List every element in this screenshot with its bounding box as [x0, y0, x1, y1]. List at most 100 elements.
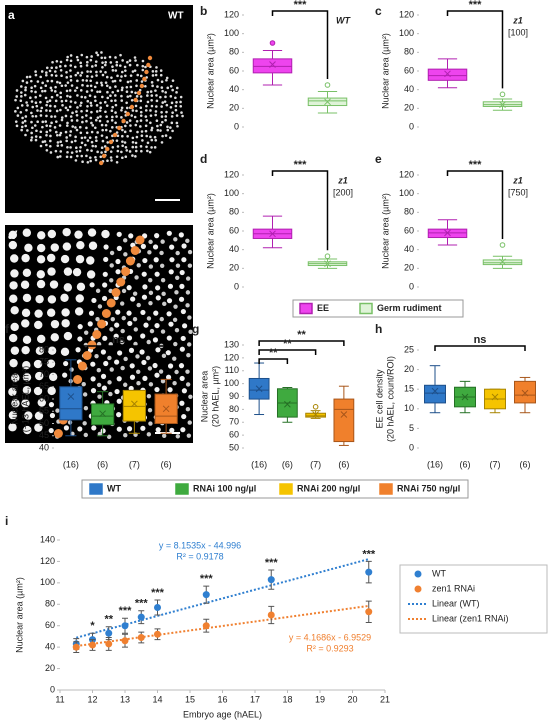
box — [333, 398, 355, 443]
nucleus-dot — [160, 239, 165, 244]
nucleus-dot — [111, 105, 114, 109]
nucleus-dot — [91, 297, 97, 304]
nucleus-dot — [20, 280, 30, 289]
nucleus-dot — [156, 85, 159, 88]
nucleus-dot — [162, 301, 167, 307]
nucleus-dot — [50, 66, 54, 70]
nucleus-dot — [164, 115, 168, 118]
nucleus-dot — [69, 69, 72, 72]
x-tick-label: 11 — [55, 694, 64, 704]
mean-marker — [269, 61, 276, 68]
nucleus-dot — [37, 334, 46, 344]
nucleus-dot — [22, 228, 32, 237]
nucleus-dot — [160, 115, 164, 118]
nucleus-dot — [37, 398, 46, 407]
y-axis-label: EE cell density — [374, 369, 384, 429]
y-tick-label: 100 — [40, 577, 55, 587]
nucleus-dot — [22, 385, 32, 395]
nucleus-dot — [146, 94, 149, 97]
nucleus-dot — [129, 374, 136, 380]
legend-box — [292, 299, 464, 318]
nucleus-dot — [109, 156, 113, 159]
nucleus-dot — [136, 130, 139, 134]
nucleus-dot — [56, 155, 60, 159]
nucleus-dot — [106, 141, 110, 144]
nucleus-dot — [25, 75, 29, 79]
nucleus-dot — [136, 302, 141, 308]
nucleus-dot — [89, 58, 93, 62]
nucleus-dot — [131, 145, 135, 149]
mean-marker — [491, 393, 499, 401]
nucleus-dot — [19, 110, 23, 114]
orange-dot — [121, 118, 126, 124]
nucleus-dot — [121, 144, 124, 148]
nucleus-dot — [175, 275, 180, 280]
nucleus-dot — [109, 263, 114, 268]
nucleus-dot — [166, 311, 172, 317]
nucleus-dot — [124, 74, 127, 78]
nucleus-dot — [123, 65, 127, 69]
nucleus-dot — [101, 139, 105, 143]
nucleus-dot — [115, 60, 119, 64]
nucleus-dot — [121, 70, 124, 74]
nucleus-dot — [85, 119, 88, 123]
nucleus-dot — [88, 136, 92, 139]
nucleus-dot — [95, 81, 99, 85]
nucleus-dot — [39, 109, 43, 113]
nucleus-dot — [58, 155, 62, 158]
nucleus-dot — [150, 128, 153, 132]
nucleus-dot — [66, 55, 69, 59]
nucleus-dot — [120, 75, 123, 78]
nucleus-dot — [22, 361, 31, 370]
nucleus-dot — [106, 96, 110, 100]
outlier — [312, 404, 319, 410]
y-tick-label: 120 — [399, 169, 414, 179]
nucleus-dot — [151, 70, 155, 73]
nucleus-dot — [186, 352, 191, 358]
nucleus-dot — [175, 100, 178, 104]
nucleus-dot — [21, 121, 25, 124]
data-point — [154, 630, 161, 638]
nucleus-dot — [131, 109, 135, 112]
nucleus-dot — [31, 114, 34, 118]
nucleus-dot — [35, 129, 38, 133]
legend-label: EE — [317, 303, 329, 313]
nucleus-dot — [99, 106, 103, 110]
nucleus-dot — [88, 241, 98, 250]
nucleus-dot — [116, 89, 120, 93]
nucleus-dot — [41, 140, 45, 144]
nucleus-dot — [121, 156, 124, 160]
nucleus-dot — [180, 427, 186, 433]
nucleus-dot — [140, 80, 144, 83]
nucleus-dot — [68, 89, 72, 92]
y-tick-label: 120 — [399, 9, 414, 19]
nucleus-dot — [160, 277, 166, 283]
nucleus-dot — [94, 118, 98, 122]
nucleus-dot — [94, 99, 97, 103]
nucleus-dot — [126, 134, 129, 138]
y-tick-label: 60 — [229, 65, 239, 75]
orange-dot — [130, 246, 140, 255]
nucleus-dot — [68, 105, 72, 109]
legend-marker — [414, 585, 422, 593]
nucleus-dot — [68, 95, 72, 99]
nucleus-dot — [100, 349, 106, 355]
nucleus-dot — [136, 381, 141, 386]
mean-marker — [284, 400, 291, 408]
nucleus-dot — [156, 128, 160, 132]
nucleus-dot — [50, 95, 54, 99]
nucleus-dot — [90, 75, 94, 78]
x-tick-label: 16 — [217, 694, 227, 704]
nucleus-dot — [14, 98, 17, 102]
mean-marker — [340, 411, 348, 418]
nucleus-dot — [44, 96, 48, 100]
nucleus-dot — [116, 412, 122, 418]
nucleus-dot — [123, 382, 128, 387]
y-tick-label: 120 — [224, 9, 239, 19]
y-tick-label: 20 — [45, 663, 55, 673]
nucleus-dot — [156, 78, 160, 82]
nucleus-dot — [120, 116, 123, 119]
nucleus-dot — [40, 70, 44, 73]
nucleus-dot — [64, 114, 68, 118]
